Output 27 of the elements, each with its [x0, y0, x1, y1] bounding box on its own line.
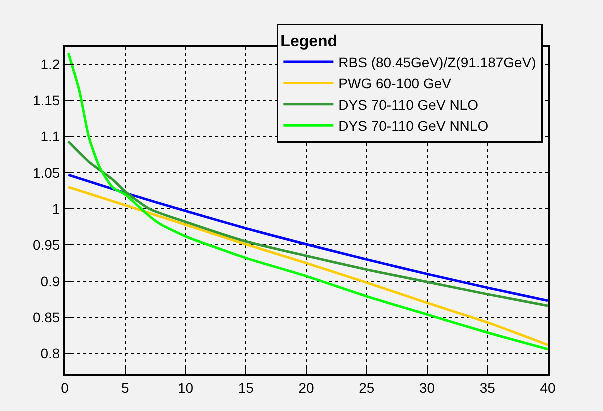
x-tick-label: 10: [178, 380, 194, 396]
line-series: [67, 186, 548, 346]
line-series: [67, 140, 548, 308]
y-tick-label: 1.15: [32, 92, 60, 108]
x-tick-label: 25: [359, 380, 375, 396]
y-tick-label: 0.9: [40, 273, 60, 290]
x-tick-label: 15: [238, 380, 254, 396]
x-tick-label: 20: [298, 380, 314, 396]
y-tick-label: 0.95: [32, 237, 60, 254]
y-tick-label: 1.1: [40, 128, 60, 145]
x-tick-label: 35: [480, 380, 496, 396]
y-tick-label: 1.05: [32, 164, 60, 181]
x-tick-label: 30: [419, 380, 436, 396]
line-series: [67, 174, 548, 302]
y-tick-label: 0.8: [40, 346, 60, 362]
x-tick-label: 0: [61, 380, 70, 396]
legend-label: RBS (80.45GeV)/Z(91.187GeV): [338, 54, 536, 70]
y-tick-label: 0.85: [32, 309, 60, 326]
legend-title: Legend: [280, 33, 338, 50]
legend-label: DYS 70-110 GeV NNLO: [338, 118, 489, 134]
legend-label: DYS 70-110 GeV NLO: [338, 96, 479, 113]
legend-label: PWG 60-100 GeV: [338, 76, 452, 92]
line-series: [67, 52, 548, 351]
x-tick-label: 5: [121, 380, 130, 396]
y-tick-label: 1: [52, 200, 60, 217]
x-tick-label: 40: [540, 380, 556, 396]
y-tick-label: 1.2: [40, 56, 60, 72]
